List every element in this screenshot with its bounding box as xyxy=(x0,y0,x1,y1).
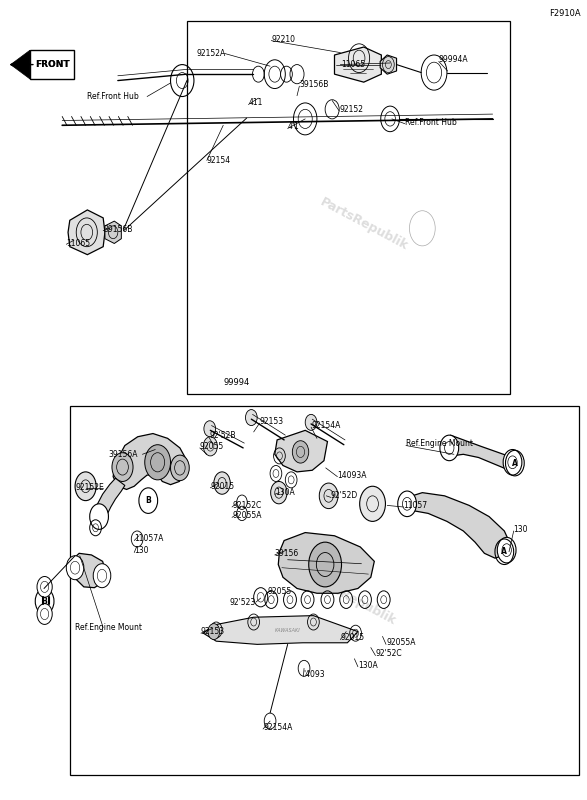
Text: 92'523: 92'523 xyxy=(229,598,255,606)
Circle shape xyxy=(360,486,386,522)
Text: 39156B: 39156B xyxy=(299,80,329,89)
Polygon shape xyxy=(335,47,382,82)
Text: 92'52D: 92'52D xyxy=(331,491,358,500)
Text: 92055: 92055 xyxy=(267,587,291,596)
Polygon shape xyxy=(68,210,105,254)
Text: 92'52C: 92'52C xyxy=(376,650,402,658)
Text: PartsRepublik: PartsRepublik xyxy=(306,571,399,628)
Text: F2910A: F2910A xyxy=(549,9,581,18)
Text: FRONT: FRONT xyxy=(35,60,69,69)
Polygon shape xyxy=(73,554,106,588)
Text: PartsRepublik: PartsRepublik xyxy=(318,195,410,253)
Circle shape xyxy=(203,437,217,456)
Polygon shape xyxy=(447,435,512,469)
Text: 411: 411 xyxy=(248,98,263,107)
Circle shape xyxy=(90,504,109,530)
Text: 92015: 92015 xyxy=(210,482,234,490)
Text: 39156: 39156 xyxy=(275,549,299,558)
Circle shape xyxy=(208,624,220,639)
Text: Ref.Front Hub: Ref.Front Hub xyxy=(87,92,139,101)
Text: 11057: 11057 xyxy=(404,501,428,510)
Text: 92152E: 92152E xyxy=(75,483,104,492)
Text: 92152A: 92152A xyxy=(197,49,226,58)
Text: '4093: '4093 xyxy=(303,670,325,679)
Circle shape xyxy=(319,483,338,509)
Text: 92153: 92153 xyxy=(201,627,225,636)
Polygon shape xyxy=(404,493,510,558)
Text: 130: 130 xyxy=(514,525,528,534)
Text: 92210: 92210 xyxy=(271,34,295,43)
Text: 92055A: 92055A xyxy=(232,511,262,520)
Text: B: B xyxy=(146,496,151,505)
Circle shape xyxy=(440,435,458,461)
Text: 11065: 11065 xyxy=(66,239,90,248)
Text: 14093A: 14093A xyxy=(338,470,367,479)
Circle shape xyxy=(305,414,317,430)
Text: 92152: 92152 xyxy=(339,105,363,114)
Text: 99994: 99994 xyxy=(223,378,249,387)
Text: Ref.Engine Mount: Ref.Engine Mount xyxy=(75,623,142,632)
Text: 11065: 11065 xyxy=(342,60,366,69)
Polygon shape xyxy=(11,50,30,79)
Polygon shape xyxy=(278,533,375,594)
Text: 39156A: 39156A xyxy=(109,450,138,459)
Text: 11057A: 11057A xyxy=(134,534,164,543)
Circle shape xyxy=(75,472,96,501)
Polygon shape xyxy=(113,434,187,490)
Text: 92055A: 92055A xyxy=(386,638,416,647)
Text: 99994A: 99994A xyxy=(438,55,468,64)
Circle shape xyxy=(37,604,52,625)
Text: B: B xyxy=(42,597,48,606)
Text: 92015: 92015 xyxy=(340,634,365,642)
Text: Ref.Engine Mount: Ref.Engine Mount xyxy=(406,439,473,449)
Circle shape xyxy=(245,410,257,426)
Text: A: A xyxy=(512,458,518,467)
Circle shape xyxy=(66,556,84,580)
Circle shape xyxy=(503,450,522,475)
Polygon shape xyxy=(275,430,328,472)
Circle shape xyxy=(497,538,516,563)
Polygon shape xyxy=(96,478,125,522)
Circle shape xyxy=(309,542,342,587)
Text: 39156B: 39156B xyxy=(103,225,133,234)
Text: 92153: 92153 xyxy=(259,417,284,426)
Circle shape xyxy=(170,455,189,481)
Text: 92154: 92154 xyxy=(207,156,231,165)
Text: 130A: 130A xyxy=(275,488,295,497)
Circle shape xyxy=(112,453,133,482)
Text: 4'1: 4'1 xyxy=(288,122,299,131)
Polygon shape xyxy=(380,55,397,74)
Polygon shape xyxy=(203,616,358,644)
Circle shape xyxy=(214,472,230,494)
Text: 92055: 92055 xyxy=(200,442,224,451)
Circle shape xyxy=(145,445,170,480)
Text: A: A xyxy=(501,547,507,556)
Text: KAWASAKI: KAWASAKI xyxy=(275,627,301,633)
Polygon shape xyxy=(105,221,122,243)
Text: 92154A: 92154A xyxy=(263,723,292,732)
Text: 92'52B: 92'52B xyxy=(209,431,235,441)
Text: 130: 130 xyxy=(134,546,149,555)
Circle shape xyxy=(292,441,309,463)
Text: 92152C: 92152C xyxy=(232,501,261,510)
Circle shape xyxy=(37,577,52,598)
Circle shape xyxy=(271,482,287,504)
Text: FRONT: FRONT xyxy=(35,60,69,69)
Text: 92154A: 92154A xyxy=(311,421,340,430)
Circle shape xyxy=(398,491,417,517)
Circle shape xyxy=(93,564,111,588)
Text: 130A: 130A xyxy=(358,661,377,670)
Circle shape xyxy=(204,421,215,437)
Text: Ref.Front Hub: Ref.Front Hub xyxy=(405,118,457,126)
